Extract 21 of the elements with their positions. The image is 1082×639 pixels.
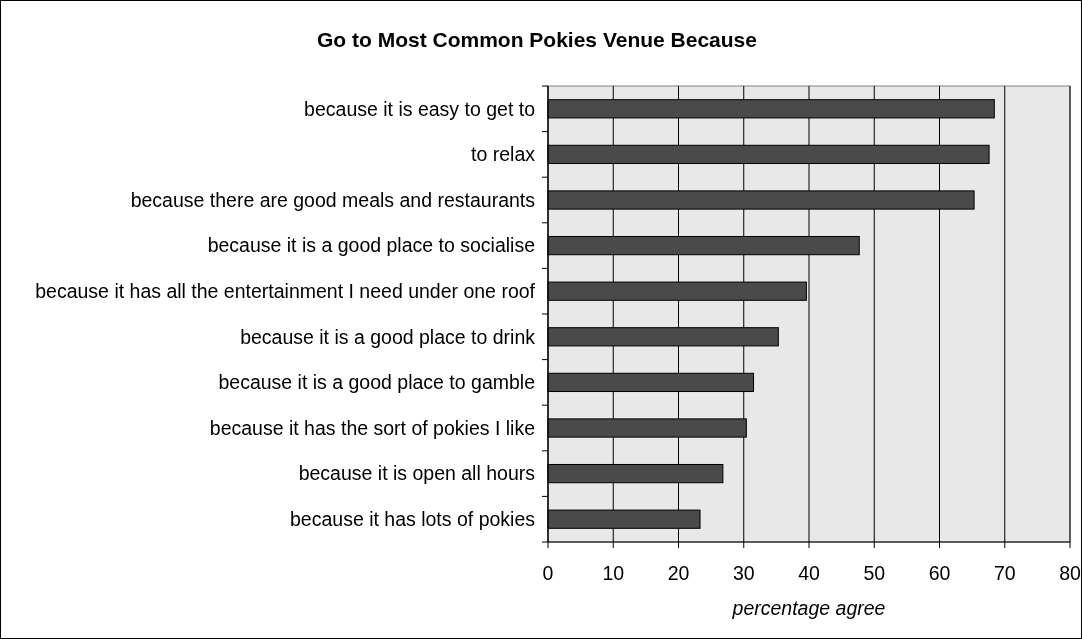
y-tick-label: because it is easy to get to bbox=[304, 97, 536, 120]
x-tick-label: 20 bbox=[667, 562, 690, 584]
x-tick-label: 10 bbox=[602, 562, 625, 584]
x-tick-label: 70 bbox=[993, 562, 1016, 584]
y-tick-label: because it has all the entertainment I need under one roof bbox=[35, 280, 536, 303]
y-tick-label: because it is a good place to gamble bbox=[218, 371, 535, 394]
x-tick-label: 0 bbox=[542, 562, 554, 584]
y-tick-label: because it has the sort of pokies I like bbox=[209, 416, 535, 439]
x-axis-title: percentage agree bbox=[731, 597, 886, 619]
y-tick-label: because it is a good place to socialise bbox=[207, 234, 535, 257]
y-tick-label: because it has lots of pokies bbox=[290, 508, 536, 531]
y-tick-label: because there are good meals and restaurants bbox=[130, 188, 536, 211]
x-tick-label: 50 bbox=[863, 562, 886, 584]
y-tick-label: because it is open all hours bbox=[298, 462, 536, 485]
x-tick-label: 30 bbox=[732, 562, 755, 584]
x-tick-label: 60 bbox=[928, 562, 951, 584]
y-tick-label: to relax bbox=[471, 143, 536, 166]
x-tick-label: 80 bbox=[1059, 562, 1081, 584]
chart-title: Go to Most Common Pokies Venue Because bbox=[317, 28, 757, 51]
x-tick-label: 40 bbox=[798, 562, 820, 584]
y-tick-label: because it is a good place to drink bbox=[240, 325, 536, 348]
